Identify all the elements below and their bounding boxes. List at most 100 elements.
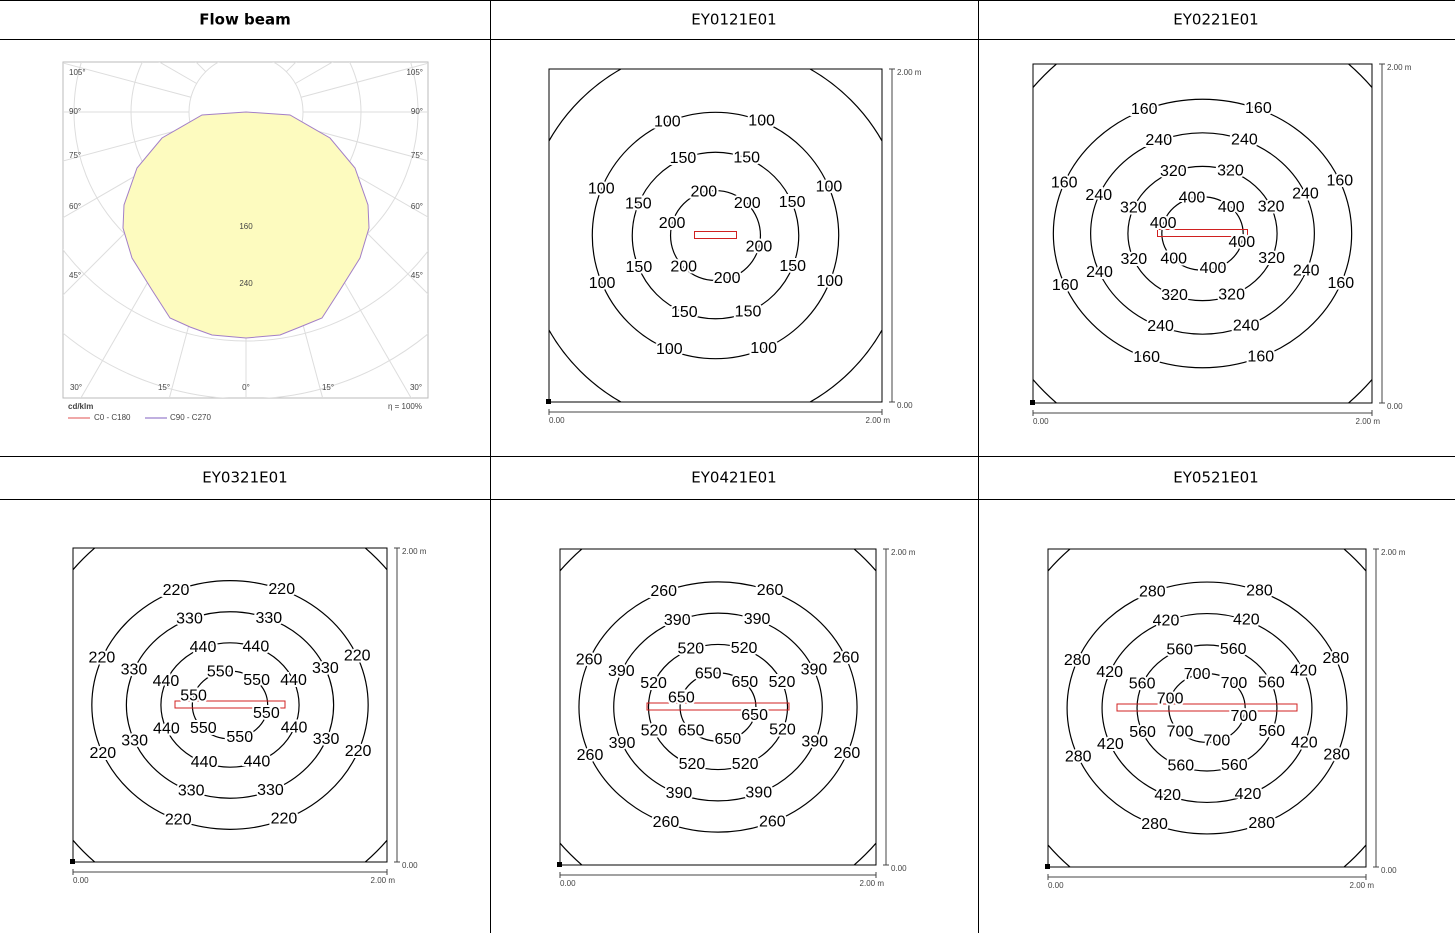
isoline-label: 650 <box>741 707 768 724</box>
isoline-label: 440 <box>153 721 180 738</box>
isoline-label: 420 <box>1235 786 1262 803</box>
isoline-label: 150 <box>735 303 762 320</box>
luminaire <box>1157 229 1248 237</box>
isoline-label: 200 <box>659 215 686 232</box>
isoline-label: 330 <box>313 731 340 748</box>
isoline-label: 400 <box>1150 215 1177 232</box>
isoline-label: 520 <box>641 723 668 740</box>
isoline-label: 420 <box>1153 612 1180 629</box>
origin-marker <box>70 859 75 864</box>
isoline-label: 160 <box>1051 174 1078 191</box>
column-header: EY0121E01 <box>691 11 776 29</box>
isoline-label: 100 <box>748 112 775 129</box>
scale-label: 2.00 m <box>371 876 396 885</box>
isoline-label: 200 <box>734 195 761 212</box>
isoline-label: 100 <box>816 179 843 196</box>
isoline-label: 400 <box>1179 189 1206 206</box>
isolines <box>1048 549 1366 867</box>
column-header: EY0521E01 <box>1173 469 1258 487</box>
scale-label: 0.00 <box>73 876 89 885</box>
scale-label: 2.00 m <box>897 68 922 77</box>
isoline-label: 420 <box>1233 612 1260 629</box>
isoline-label: 400 <box>1218 199 1245 216</box>
isoline-label: 390 <box>801 662 828 679</box>
isoline-label: 200 <box>670 259 697 276</box>
isoline-label: 390 <box>664 612 691 629</box>
polar-radial <box>285 62 297 73</box>
isoline-label: 420 <box>1154 787 1181 804</box>
angle-label: 90° <box>411 107 423 116</box>
isoline-label: 440 <box>243 639 270 656</box>
isoline-label: 700 <box>1231 708 1258 725</box>
isoline-label: 160 <box>1245 100 1272 117</box>
polar-radial <box>63 140 197 219</box>
isoline-label: 150 <box>733 150 760 167</box>
isoline-label: 100 <box>589 275 616 292</box>
isoline-label: 560 <box>1129 724 1156 741</box>
isolines <box>549 69 882 402</box>
isoline-label: 700 <box>1221 675 1248 692</box>
angle-label: 60° <box>69 202 81 211</box>
isoline-label: 100 <box>588 181 615 198</box>
isoline-label: 440 <box>244 753 271 770</box>
origin-marker <box>1030 400 1035 405</box>
isoline-label: 440 <box>191 754 218 771</box>
polar-radial <box>300 62 428 98</box>
isoline-label: 390 <box>745 785 772 802</box>
isoline-label: 200 <box>746 238 773 255</box>
isolux-frame <box>1032 63 1373 404</box>
isoline-label: 420 <box>1097 736 1124 753</box>
isoline-label: 150 <box>671 304 698 321</box>
isoline-label: 160 <box>1131 101 1158 118</box>
isoline <box>591 111 840 360</box>
scale-label: 2.00 m <box>402 547 427 556</box>
isoline-label: 440 <box>153 673 180 690</box>
isoline-label: 650 <box>668 689 695 706</box>
isoline-label: 160 <box>1247 348 1274 365</box>
isoline-label: 330 <box>176 610 203 627</box>
isoline-label: 560 <box>1258 675 1285 692</box>
isoline <box>613 612 823 802</box>
scale-label: 2.00 m <box>1350 881 1375 890</box>
isoline-label: 280 <box>1322 650 1349 667</box>
isoline-label: 320 <box>1161 287 1188 304</box>
isoline-label: 550 <box>253 705 280 722</box>
isolines <box>560 549 876 865</box>
isoline <box>578 581 858 833</box>
isoline-label: 260 <box>650 583 677 600</box>
polar-radial <box>216 62 218 63</box>
legend-label: C90 - C270 <box>170 413 211 422</box>
isoline-label: 550 <box>226 729 253 746</box>
isoline <box>560 549 876 865</box>
isolines <box>1033 64 1372 403</box>
angle-label: 45° <box>411 271 423 280</box>
isoline-label: 320 <box>1218 287 1245 304</box>
polar-radial <box>63 126 192 162</box>
isoline <box>1033 64 1372 403</box>
isoline-label: 400 <box>1160 251 1187 268</box>
isoline-label: 200 <box>691 183 718 200</box>
isoline-label: 650 <box>695 665 722 682</box>
isoline-label: 390 <box>666 785 693 802</box>
isoline-label: 240 <box>1292 185 1319 202</box>
isoline-label: 330 <box>178 783 205 800</box>
polar-radial <box>300 126 428 162</box>
polar-radial <box>63 62 192 98</box>
isoline-label: 560 <box>1259 723 1286 740</box>
isoline-label: 100 <box>816 273 843 290</box>
isolux-frame <box>548 68 883 403</box>
isoline-label: 650 <box>678 722 705 739</box>
scale-label: 2.00 m <box>866 416 891 425</box>
angle-label: 105° <box>69 68 86 77</box>
angle-label: 90° <box>69 107 81 116</box>
isoline-label: 320 <box>1258 250 1285 267</box>
isoline-label: 560 <box>1167 758 1194 775</box>
luminaire <box>646 702 790 711</box>
isoline-label: 160 <box>1133 349 1160 366</box>
scale-label: 2.00 m <box>860 879 885 888</box>
isoline-label: 560 <box>1221 757 1248 774</box>
polar-radial <box>295 140 428 218</box>
origin-marker <box>546 399 551 404</box>
isoline-label: 240 <box>1231 131 1258 148</box>
